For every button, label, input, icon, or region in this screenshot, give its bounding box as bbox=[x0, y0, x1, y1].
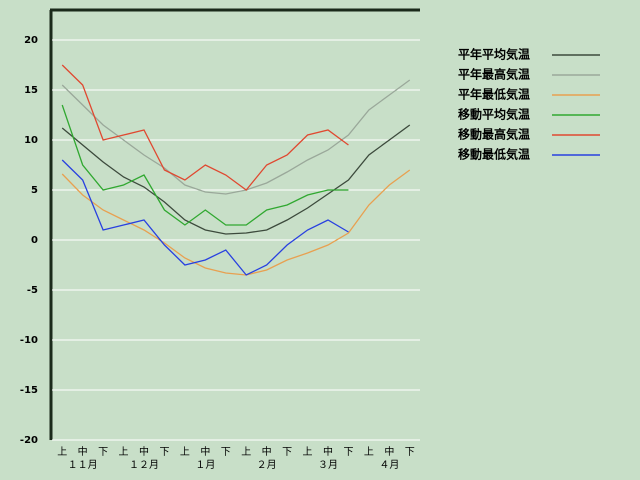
legend-label: 平年最低気温 bbox=[458, 87, 530, 102]
month-label: １１月 bbox=[68, 459, 98, 471]
series-line bbox=[61, 104, 349, 226]
y-tick-label: 10 bbox=[24, 135, 38, 146]
x-tick-label: 中 bbox=[200, 445, 210, 458]
x-tick-label: 下 bbox=[159, 447, 169, 458]
x-tick-label: 上 bbox=[303, 446, 313, 458]
y-tick-label: 15 bbox=[24, 85, 38, 96]
legend-label: 移動最低気温 bbox=[458, 147, 530, 162]
x-tick-label: 上 bbox=[119, 446, 129, 458]
y-tick-label: -20 bbox=[20, 435, 38, 446]
x-tick-label: 上 bbox=[180, 446, 190, 458]
x-tick-label: 上 bbox=[57, 446, 67, 458]
month-label: １２月 bbox=[129, 459, 159, 471]
x-tick-label: 下 bbox=[221, 447, 231, 458]
legend-label: 平年最高気温 bbox=[458, 67, 530, 82]
month-label: ４月 bbox=[379, 459, 399, 471]
y-tick-label: -5 bbox=[27, 285, 38, 296]
series-line bbox=[61, 169, 411, 276]
y-tick-label: 5 bbox=[31, 185, 38, 196]
x-tick-label: 下 bbox=[405, 447, 415, 458]
series-line bbox=[61, 64, 349, 191]
legend-label: 移動平均気温 bbox=[458, 107, 530, 122]
x-tick-label: 中 bbox=[262, 445, 272, 458]
y-tick-label: -10 bbox=[20, 335, 38, 346]
legend-label: 移動最高気温 bbox=[458, 127, 530, 142]
x-tick-label: 中 bbox=[78, 445, 88, 458]
x-tick-label: 中 bbox=[139, 445, 149, 458]
y-tick-label: 20 bbox=[24, 35, 38, 46]
month-label: ２月 bbox=[257, 459, 277, 471]
x-tick-label: 中 bbox=[323, 445, 333, 458]
month-label: ３月 bbox=[318, 459, 338, 471]
y-tick-label: -15 bbox=[20, 385, 38, 396]
x-tick-label: 下 bbox=[343, 447, 353, 458]
series-line bbox=[61, 79, 411, 195]
x-tick-label: 中 bbox=[384, 445, 394, 458]
legend-label: 平年平均気温 bbox=[458, 47, 530, 62]
series-line bbox=[61, 124, 411, 235]
x-tick-label: 上 bbox=[241, 446, 251, 458]
x-tick-label: 下 bbox=[98, 447, 108, 458]
y-tick-label: 0 bbox=[31, 235, 38, 246]
month-label: １月 bbox=[195, 459, 215, 471]
x-tick-label: 上 bbox=[364, 446, 374, 458]
x-tick-label: 下 bbox=[282, 447, 292, 458]
series-line bbox=[61, 159, 349, 276]
